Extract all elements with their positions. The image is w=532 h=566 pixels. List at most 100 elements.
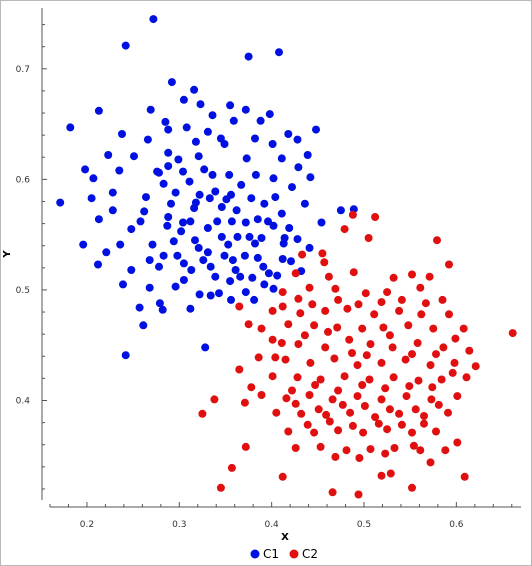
point-c1	[171, 188, 180, 197]
legend: C1 C2	[250, 547, 318, 561]
point-c2	[331, 284, 340, 293]
point-c1	[56, 198, 65, 207]
point-c1	[228, 256, 237, 265]
point-c2	[420, 419, 428, 428]
point-c2	[311, 381, 320, 389]
point-c2	[281, 355, 290, 364]
point-c2	[241, 442, 250, 451]
point-c2	[324, 272, 333, 281]
point-c1	[164, 213, 173, 221]
x-tick-label: 0.2	[80, 520, 94, 530]
point-c2	[227, 463, 236, 472]
point-c2	[305, 283, 314, 292]
y-axis-title: Y	[2, 250, 13, 259]
point-c2	[257, 324, 266, 333]
point-c2	[438, 295, 447, 304]
point-c2	[235, 365, 244, 374]
point-c1	[245, 232, 254, 241]
point-c2	[268, 372, 277, 381]
point-c1	[217, 203, 226, 211]
point-c1	[139, 321, 148, 330]
point-c2	[395, 409, 404, 418]
point-c2	[433, 236, 441, 245]
point-c1	[158, 305, 167, 314]
point-c1	[167, 199, 175, 208]
point-c2	[278, 302, 287, 311]
point-c2	[459, 324, 468, 333]
x-tick-label: 0.6	[449, 520, 464, 530]
point-c1	[155, 299, 164, 308]
point-c1	[195, 290, 204, 299]
point-c2	[453, 438, 462, 447]
point-c1	[260, 199, 269, 208]
point-c1	[159, 251, 168, 260]
point-c2	[371, 413, 380, 422]
point-c1	[161, 117, 170, 126]
point-c2	[390, 444, 399, 452]
point-c2	[426, 361, 435, 370]
point-c2	[421, 299, 430, 308]
point-c2	[389, 373, 398, 382]
point-c1	[277, 209, 286, 218]
point-c1	[268, 140, 277, 148]
point-c2	[330, 354, 339, 363]
point-c2	[298, 250, 307, 259]
point-c1	[153, 167, 162, 176]
point-c2	[444, 408, 452, 417]
point-c2	[216, 483, 225, 492]
point-c1	[130, 152, 138, 161]
point-c1	[232, 206, 241, 215]
point-c1	[167, 78, 176, 87]
point-c1	[108, 206, 117, 215]
point-c2	[377, 471, 386, 480]
point-c1	[265, 110, 274, 119]
point-c2	[377, 395, 386, 404]
point-c2	[353, 392, 362, 401]
point-c2	[377, 358, 386, 367]
point-c2	[371, 213, 380, 221]
point-c1	[275, 48, 283, 57]
point-c2	[291, 444, 300, 452]
point-c2	[404, 321, 413, 330]
point-c1	[194, 152, 203, 161]
point-c2	[321, 306, 330, 315]
point-c1	[229, 116, 238, 125]
point-c2	[408, 428, 416, 437]
point-c1	[220, 251, 229, 260]
point-c1	[179, 259, 188, 268]
point-c2	[343, 304, 352, 313]
legend-c2-label: C2	[302, 547, 318, 561]
point-c1	[213, 217, 222, 226]
point-c1	[284, 130, 293, 138]
point-c2	[383, 288, 392, 297]
tick-labels: 0.2 0.3 0.4 0.5 0.6 0.4 0.5 0.6 0.7	[16, 65, 464, 530]
point-c1	[257, 234, 266, 242]
point-c1	[195, 190, 204, 199]
point-c2	[314, 405, 323, 414]
point-c1	[312, 125, 320, 134]
point-c1	[94, 215, 103, 224]
point-c1	[186, 217, 195, 226]
point-c2	[360, 402, 369, 410]
point-c2	[358, 324, 367, 333]
point-c1	[191, 137, 200, 146]
point-c2	[322, 410, 331, 419]
series-c1	[56, 15, 358, 360]
point-c2	[402, 392, 411, 401]
point-c1	[241, 218, 250, 227]
point-c2	[320, 258, 329, 267]
legend-c1-label: C1	[263, 547, 279, 561]
point-c1	[118, 130, 126, 138]
point-c2	[437, 375, 446, 384]
point-c2	[271, 353, 280, 362]
point-c2	[303, 420, 312, 429]
point-c2	[272, 408, 281, 417]
legend-c2-marker	[289, 549, 299, 559]
point-c2	[374, 419, 383, 428]
point-c2	[386, 469, 395, 478]
point-c1	[163, 221, 172, 230]
point-c1	[236, 272, 245, 281]
point-c2	[325, 417, 334, 426]
point-c2	[277, 339, 286, 347]
point-c1	[104, 151, 113, 159]
